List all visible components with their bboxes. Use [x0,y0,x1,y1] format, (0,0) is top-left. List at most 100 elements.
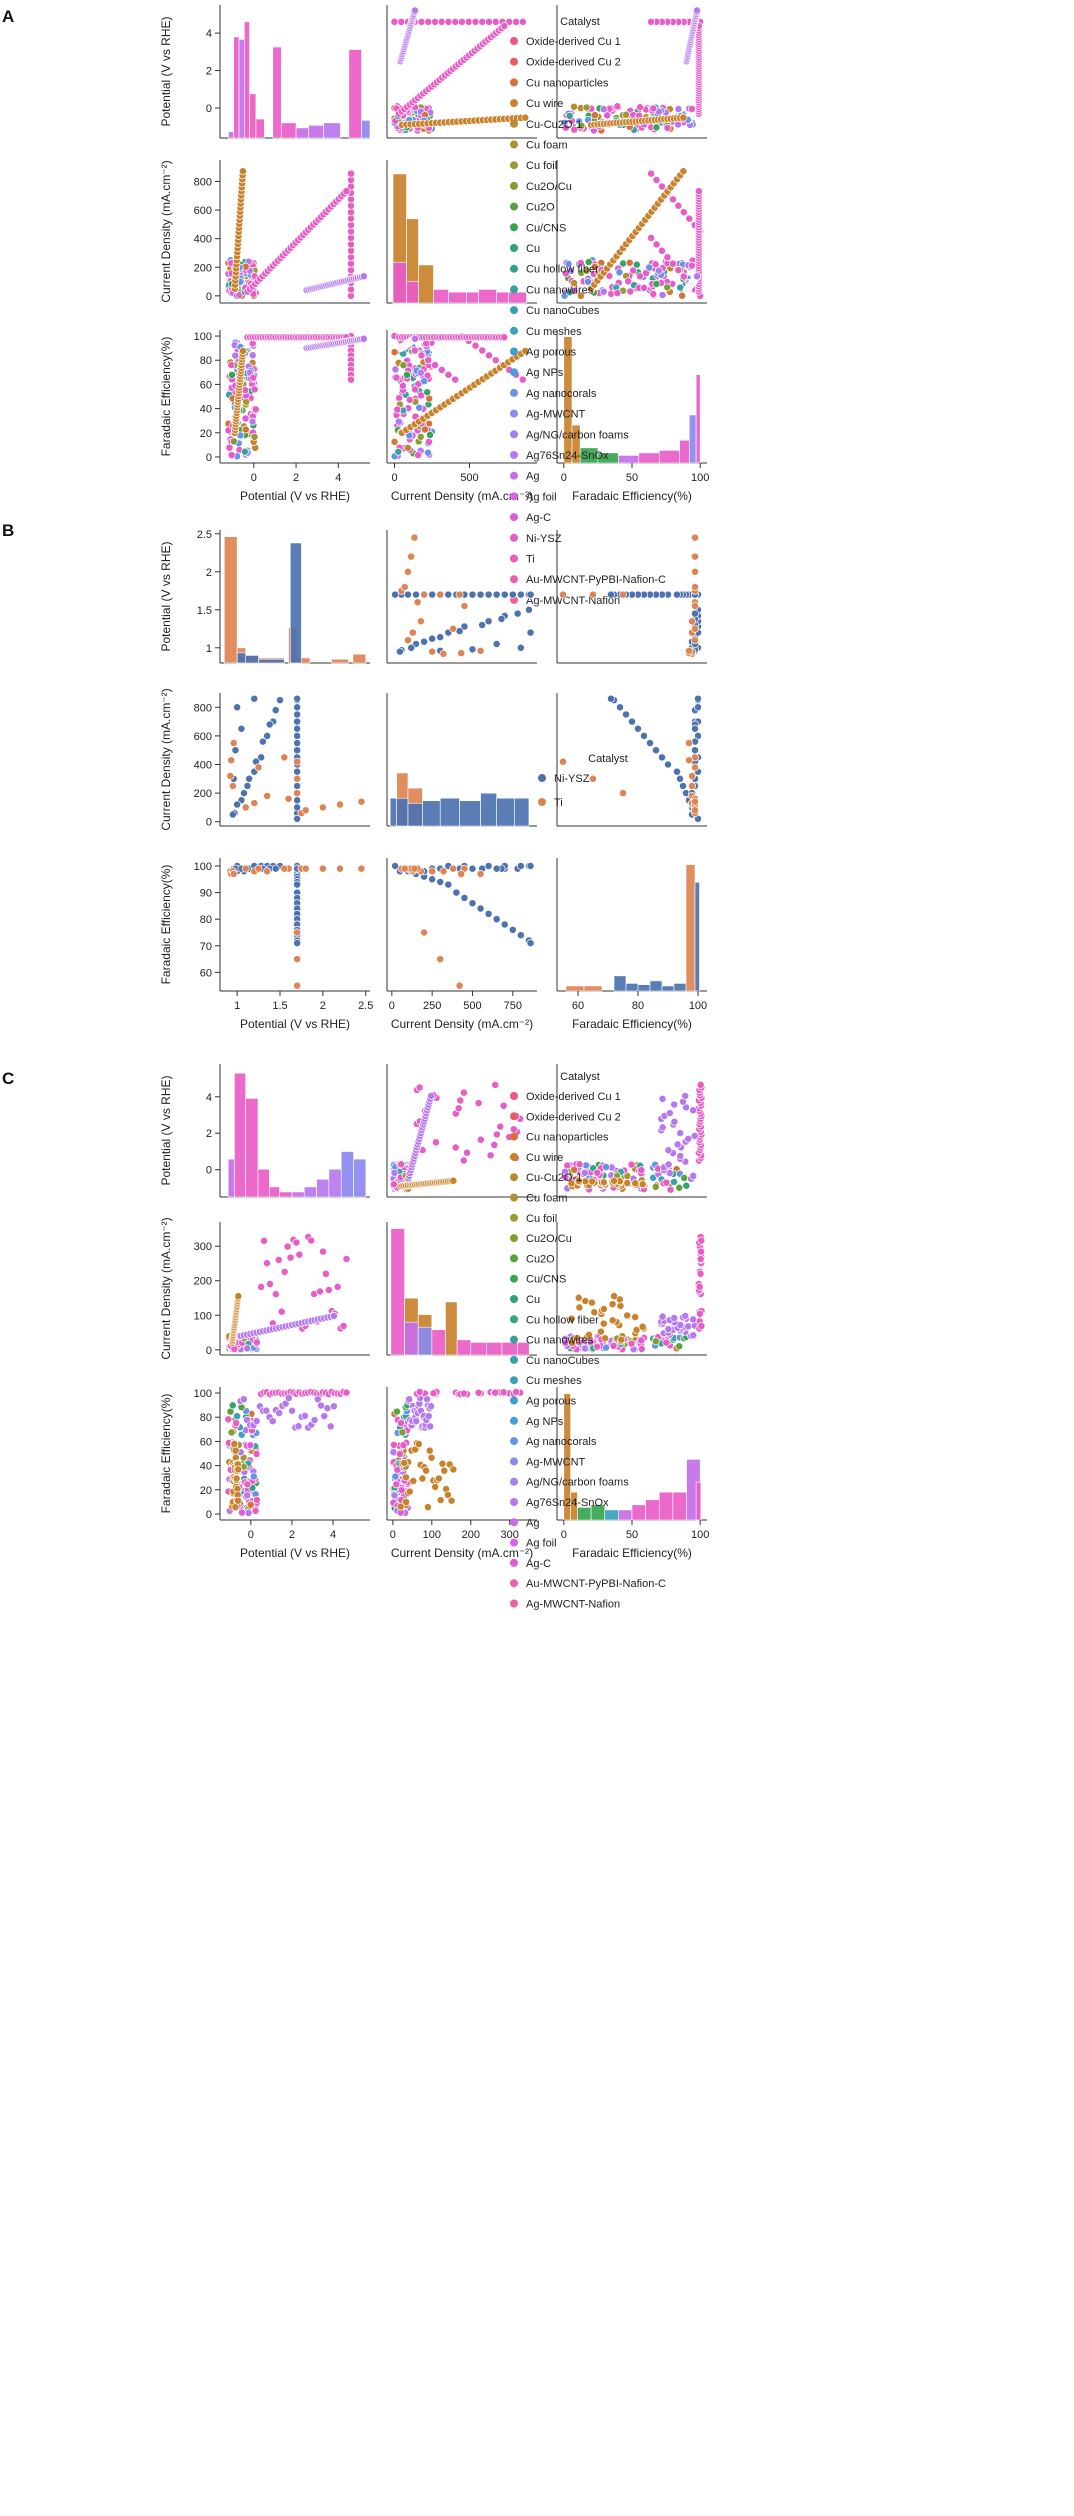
legend-marker [510,1538,518,1547]
hist-bar [249,93,257,139]
scatter-point [293,796,302,805]
scatter-point [416,368,425,377]
scatter-point [637,1166,646,1175]
scatter-point [240,447,249,456]
x-tick-label: 80 [632,1000,644,1012]
legend-marker [510,388,518,397]
scatter-point [420,377,429,386]
legend-label: Cu foil [526,160,557,172]
scatter-point [688,782,696,790]
scatter-point [359,334,368,343]
scatter-point [428,875,437,884]
scatter-point [691,583,699,591]
scatter-point [274,1255,283,1264]
scatter-point [491,17,500,26]
scatter-point [460,622,469,631]
legend-label: Cu meshes [526,326,582,338]
scatter-point [662,1178,671,1187]
scatter-point [570,125,579,134]
scatter-point [392,1407,401,1416]
hist-bar [625,983,639,992]
legend-label: Oxide-derived Cu 2 [526,1111,621,1123]
legend-marker [510,492,518,501]
scatter-point [607,590,615,599]
legend-marker [510,1498,518,1506]
legend-label: Ag-MWCNT-Nafion [526,595,620,607]
x-tick-label: 100 [423,1529,441,1541]
x-tick-label: 200 [462,1529,480,1541]
scatter-point [437,365,446,374]
legend-label: Cu foam [526,1193,568,1205]
scatter-point [484,590,493,599]
scatter-point [682,1181,691,1190]
scatter-point [679,782,687,790]
scatter-point [513,609,522,618]
hist-bar [631,1504,646,1521]
scatter-point [424,1412,433,1421]
hist-bar [418,264,434,304]
scatter-point [411,385,419,394]
hist-bar [685,864,696,992]
legend-label: Cu-Cu2O-1 [526,1172,582,1184]
scatter-point [318,864,327,873]
x-axis-label: Current Density (mA.cm⁻²) [391,1546,533,1560]
scatter-point [691,806,699,815]
scatter-point [610,1176,619,1185]
scatter-point [696,1255,705,1263]
scatter-point [400,864,409,873]
scatter-point [687,105,696,113]
legend-marker [510,533,518,542]
x-axis-label: Current Density (mA.cm⁻²) [391,489,533,503]
scatter-point [275,1409,284,1417]
legend-marker [510,78,518,87]
y-tick-label: 80 [200,355,212,367]
scatter-point [231,1446,240,1455]
scatter-point [280,753,289,762]
scatter-point [627,1160,636,1169]
scatter-point [444,590,453,599]
scatter-point [415,1083,424,1092]
scatter-point [359,272,368,281]
x-axis-label: Potential (V vs RHE) [240,1017,350,1031]
scatter-point [632,260,641,269]
scatter-point [258,737,267,746]
y-tick-label: 100 [194,861,212,873]
y-tick-label: 40 [200,1461,212,1473]
scatter-point [411,6,419,15]
scatter-point [676,1129,685,1138]
scatter-point [252,1338,261,1347]
scatter-point [424,448,432,457]
scatter-point [293,731,302,740]
scatter-point [404,567,412,576]
scatter-point [602,1163,610,1171]
legend-label: Cu [526,243,540,255]
scatter-point [424,17,433,26]
hist-bar [613,975,627,992]
scatter-point [577,121,586,130]
scatter-point [397,1160,406,1169]
hist-bar [291,1191,305,1198]
scatter-point [271,706,280,715]
scatter-point [410,864,419,873]
scatter-point [652,176,661,184]
scatter-point [665,1109,674,1118]
scatter-point [301,864,310,873]
legend-label: Oxide-derived Cu 1 [526,36,621,48]
hist-bar [695,1481,702,1521]
scatter-point [691,746,699,755]
y-tick-label: 1 [206,643,212,655]
scatter-point [260,1236,268,1245]
y-tick-label: 80 [200,914,212,926]
scatter-point [693,272,702,281]
scatter-point [676,1151,685,1160]
legend-marker [510,1416,518,1425]
scatter-point [228,782,237,790]
x-tick-label: 100 [689,1000,707,1012]
hist-bar [688,414,697,464]
scatter-point [293,789,302,798]
scatter-point [227,756,236,765]
scatter-point [425,1446,434,1455]
scatter-point [688,617,696,626]
hist-bar [406,280,419,304]
scatter-point [250,385,259,394]
